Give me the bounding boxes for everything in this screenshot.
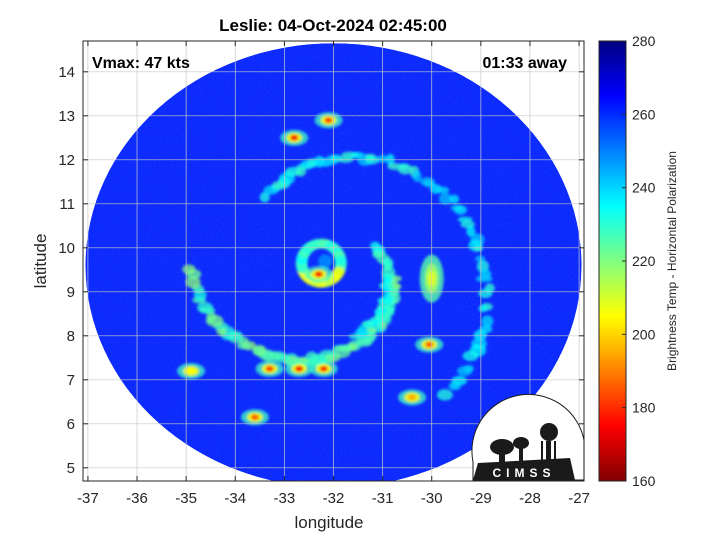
x-tick-label: -34	[224, 490, 246, 507]
convective-cell-north-band-core	[280, 129, 309, 146]
colorbar-ticks: 160 180 200 220 240 260 280	[622, 33, 656, 489]
cimss-logo: CIMSS	[471, 393, 585, 481]
x-tick-label: -30	[421, 490, 443, 507]
x-axis-ticks: -37 -36 -35 -34 -33 -32 -31 -30 -29 -28 -27	[77, 41, 590, 507]
convective-cell-north-band-core-2	[314, 112, 343, 129]
y-tick-label: 9	[67, 284, 75, 301]
colorbar-tick-label: 240	[632, 180, 656, 196]
y-tick-label: 14	[58, 64, 75, 81]
chart-title: Leslie: 04-Oct-2024 02:45:00	[219, 16, 447, 35]
time-offset-annotation: 01:33 away	[482, 55, 567, 72]
convective-cell-southwest-cell	[240, 409, 269, 426]
colorbar-tick-label: 160	[632, 473, 656, 489]
x-tick-label: -37	[77, 490, 99, 507]
y-tick-label: 13	[58, 108, 75, 125]
x-tick-label: -36	[126, 490, 148, 507]
x-tick-label: -31	[372, 490, 394, 507]
convective-cell-south-band-core-2	[309, 360, 338, 377]
convective-cell-south-band-core	[285, 360, 314, 377]
colorbar-tick-label: 180	[632, 400, 656, 416]
y-tick-label: 6	[67, 416, 75, 433]
y-tick-label: 8	[67, 328, 75, 345]
y-tick-label: 5	[67, 460, 75, 477]
svg-text:CIMSS: CIMSS	[492, 466, 555, 480]
x-tick-label: -35	[175, 490, 197, 507]
grid-lines	[83, 41, 584, 481]
north-spiral-band	[259, 151, 495, 401]
y-axis-label: latitude	[31, 234, 50, 289]
x-axis-label: longitude	[294, 513, 363, 532]
colorbar-tick-label: 220	[632, 253, 656, 269]
convective-cell-southeast-cell-2	[398, 389, 427, 406]
x-tick-label: -28	[519, 490, 541, 507]
colorbar-label: Brightness Temp - Horizontal Polarizatio…	[665, 151, 679, 371]
colorbar	[598, 40, 627, 482]
y-tick-label: 7	[67, 372, 75, 389]
vmax-annotation: Vmax: 47 kts	[92, 55, 190, 72]
colorbar-tick-label: 260	[632, 106, 656, 122]
y-tick-label: 11	[59, 196, 75, 213]
convective-cell-eyewall-core	[304, 266, 333, 283]
convective-cell-southeast-cell	[415, 336, 444, 353]
convective-cell-west-cell	[177, 363, 206, 379]
x-tick-label: -33	[274, 490, 296, 507]
x-tick-label: -32	[323, 490, 345, 507]
convective-features	[177, 112, 495, 426]
convective-cell-south-band-core-3	[255, 360, 284, 377]
colorbar-tick-label: 280	[632, 33, 656, 49]
y-tick-label: 12	[58, 152, 75, 169]
colorbar-tick-label: 200	[632, 326, 656, 342]
x-tick-label: -29	[470, 490, 492, 507]
y-tick-label: 10	[58, 240, 75, 257]
x-tick-label: -27	[568, 490, 590, 507]
